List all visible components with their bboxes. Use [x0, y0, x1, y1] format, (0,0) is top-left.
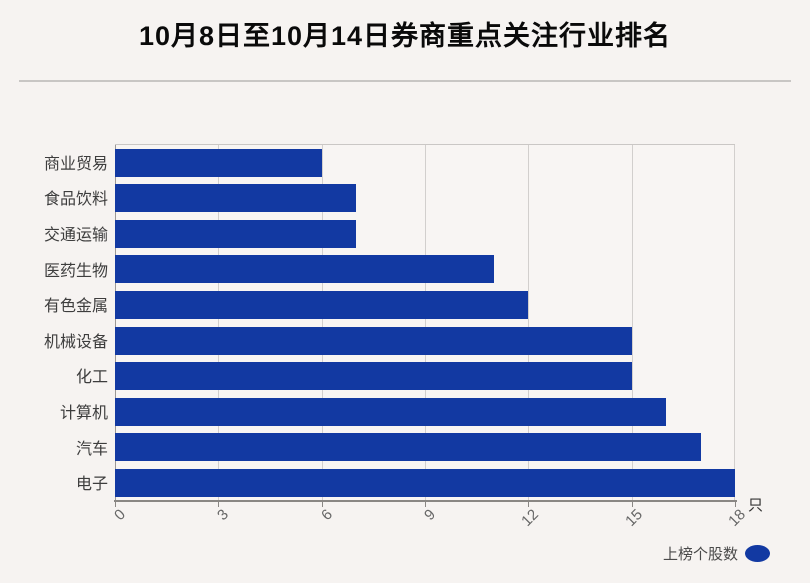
y-axis-label-食品饮料: 食品饮料 — [43, 191, 108, 209]
y-axis-label-计算机: 计算机 — [59, 405, 108, 422]
x-axis-tick-label: 15 — [621, 506, 646, 530]
x-axis-line — [114, 500, 737, 502]
bar-有色金属 — [115, 290, 529, 319]
x-axis-unit-label: 只 — [748, 497, 764, 514]
gridline-x-6 — [321, 145, 323, 501]
y-axis-label-医药生物: 医药生物 — [43, 262, 108, 280]
chart-title: 10月8日至10月14日券商重点关注行业排名 — [138, 21, 672, 51]
x-axis-tick-label: 0 — [111, 506, 130, 524]
x-axis-tick — [631, 502, 633, 507]
y-axis-label-机械设备: 机械设备 — [43, 333, 108, 351]
gridline-x-12 — [528, 145, 530, 501]
gridline-x-18 — [734, 145, 735, 501]
x-axis-tick — [528, 502, 530, 507]
bar-汽车 — [115, 433, 701, 462]
bar-化工 — [115, 362, 632, 391]
legend[interactable]: 上榜个股数 — [663, 543, 770, 564]
gridline-x-0 — [115, 145, 116, 501]
bar-商业贸易 — [115, 148, 322, 177]
y-axis-label-化工: 化工 — [75, 369, 108, 387]
bar-机械设备 — [115, 326, 632, 355]
y-axis-label-汽车: 汽车 — [75, 440, 108, 458]
x-axis-tick — [115, 502, 116, 507]
legend-marker-icon — [745, 545, 770, 562]
bar-食品饮料 — [115, 184, 357, 213]
x-axis-tick-label: 3 — [214, 506, 233, 524]
bar-交通运输 — [115, 219, 357, 248]
title-divider — [19, 80, 791, 82]
bar-电子 — [115, 468, 735, 497]
plot-area — [115, 144, 735, 501]
bar-医药生物 — [115, 255, 494, 284]
y-axis-label-有色金属: 有色金属 — [43, 298, 108, 316]
y-axis-label-电子: 电子 — [75, 476, 108, 494]
y-axis-label-商业贸易: 商业贸易 — [43, 155, 108, 173]
x-axis-tick-label: 18 — [725, 506, 750, 530]
x-axis-tick-label: 9 — [421, 506, 440, 524]
legend-label: 上榜个股数 — [662, 546, 738, 563]
x-axis-tick — [321, 502, 323, 507]
y-axis-label-交通运输: 交通运输 — [43, 227, 108, 244]
x-axis-tick-label: 12 — [518, 506, 543, 530]
x-axis-tick — [735, 502, 736, 507]
gridline-x-3 — [218, 145, 220, 501]
bar-计算机 — [115, 397, 667, 426]
gridline-x-9 — [425, 145, 426, 501]
gridline-x-15 — [631, 145, 633, 501]
x-axis-tick — [425, 502, 426, 507]
x-axis-tick-label: 6 — [317, 506, 336, 524]
x-axis-tick — [218, 502, 220, 507]
